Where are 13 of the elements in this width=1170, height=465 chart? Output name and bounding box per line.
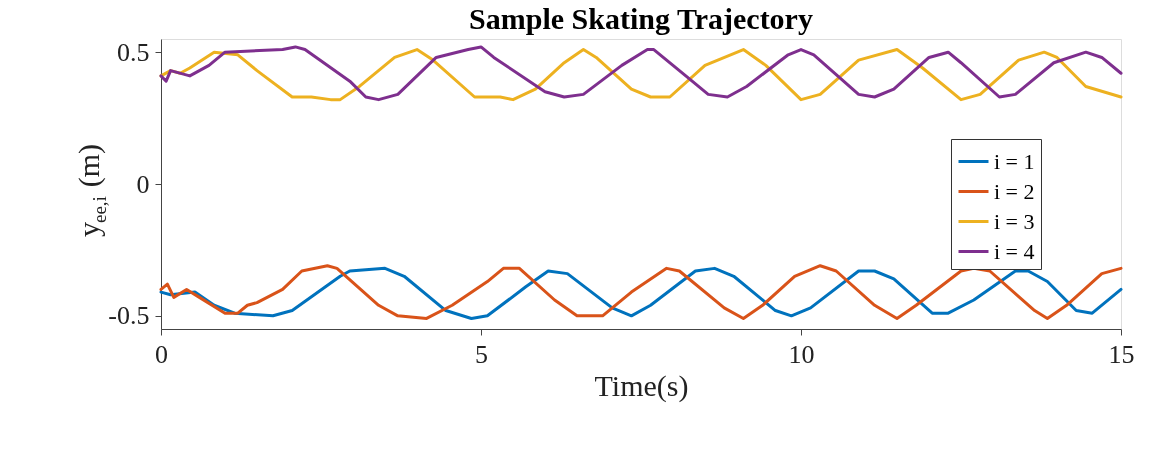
x-tick-label: 5 — [475, 339, 488, 369]
legend-label: i = 2 — [994, 178, 1035, 204]
y-axis-title: yee,i (m) — [72, 143, 110, 238]
x-tick-label: 10 — [788, 339, 815, 369]
x-axis-title: Time(s) — [594, 368, 689, 403]
y-tick-label: 0.5 — [117, 37, 150, 67]
legend-label: i = 4 — [994, 238, 1035, 264]
legend-label: i = 3 — [994, 208, 1035, 234]
x-tick-label: 15 — [1108, 339, 1135, 369]
chart-title: Sample Skating Trajectory — [469, 2, 813, 35]
y-tick-label: -0.5 — [108, 301, 150, 331]
y-tick-label: 0 — [136, 169, 150, 199]
legend-label: i = 1 — [994, 148, 1035, 174]
